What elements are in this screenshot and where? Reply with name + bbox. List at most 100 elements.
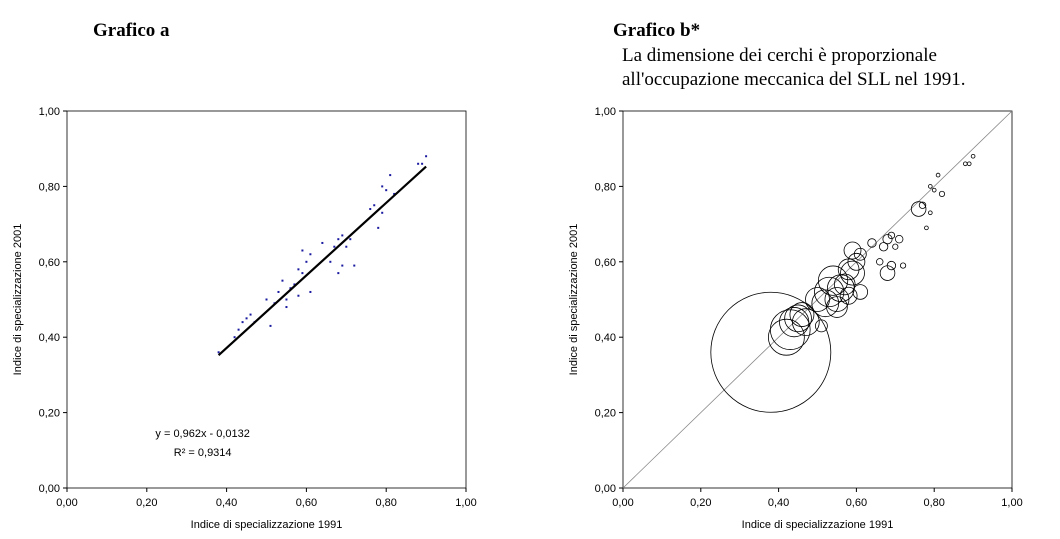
point (297, 294, 300, 297)
x-tick-label: 0,80 (923, 497, 944, 509)
point (421, 162, 424, 165)
bubble (817, 265, 849, 296)
y-axis-label: Indice di specializzazione 2001 (12, 224, 24, 376)
bubble (814, 319, 828, 333)
point (333, 245, 336, 248)
y-tick-label: 0,40 (595, 332, 616, 344)
point (341, 264, 344, 267)
point (237, 328, 240, 331)
plot-area (66, 110, 467, 489)
y-tick-label: 0,20 (595, 408, 616, 420)
bubble (826, 296, 848, 318)
diagonal-line (622, 110, 1013, 489)
point (329, 260, 332, 263)
bubble (767, 318, 805, 356)
bubble (918, 201, 927, 209)
bubble (887, 231, 896, 240)
point (285, 306, 288, 309)
x-tick-label: 0,20 (690, 497, 711, 509)
x-tick-label: 0,00 (56, 497, 77, 509)
point (249, 313, 252, 316)
point (289, 287, 292, 290)
bubble (853, 247, 867, 261)
chart-title: Grafico b* (613, 20, 700, 41)
plot-area (622, 110, 1013, 489)
point (373, 204, 376, 207)
bubble (924, 225, 929, 231)
point (297, 268, 300, 271)
bubble (847, 252, 866, 271)
y-tick-label: 0,00 (39, 483, 60, 495)
y-tick-label: 0,80 (595, 181, 616, 193)
x-tick-label: 0,60 (296, 497, 317, 509)
x-tick-label: 0,40 (768, 497, 789, 509)
y-tick-label: 1,00 (595, 106, 616, 118)
trend-r2: R² = 0,9314 (174, 447, 232, 459)
point (321, 241, 324, 244)
point (301, 249, 304, 252)
bubble (840, 260, 865, 286)
point (337, 272, 340, 275)
y-tick-label: 0,20 (39, 408, 60, 420)
point (349, 238, 352, 241)
point (337, 238, 340, 241)
y-tick-label: 0,00 (595, 483, 616, 495)
point (301, 272, 304, 275)
bubble (876, 258, 884, 266)
x-tick-label: 0,20 (136, 497, 157, 509)
point (277, 290, 280, 293)
point (417, 162, 420, 165)
bubble (779, 307, 810, 338)
bubble (886, 260, 897, 271)
bubble (928, 210, 933, 216)
point (369, 208, 372, 211)
bubble (839, 286, 858, 305)
bubble (928, 184, 933, 189)
point (293, 283, 296, 286)
x-tick-label: 1,00 (455, 497, 476, 509)
bubble (966, 161, 972, 167)
bubble (814, 276, 845, 308)
bubble (867, 238, 877, 248)
bubble (894, 234, 904, 244)
y-tick-label: 0,80 (39, 181, 60, 193)
point (217, 351, 220, 354)
point (285, 298, 288, 301)
point (309, 253, 312, 256)
point (345, 245, 348, 248)
point (377, 226, 380, 229)
point (241, 321, 244, 324)
x-tick-label: 0,40 (216, 497, 237, 509)
bubble (792, 308, 820, 336)
x-tick-label: 0,60 (846, 497, 867, 509)
trend-equation: y = 0,962x - 0,0132 (155, 428, 249, 440)
bubble (784, 304, 812, 333)
y-tick-label: 0,60 (39, 257, 60, 269)
point (389, 174, 392, 177)
x-tick-label: 1,00 (1001, 497, 1022, 509)
point (385, 189, 388, 192)
bubble (938, 190, 946, 198)
bubble (710, 291, 832, 413)
bubble (963, 161, 968, 167)
y-tick-label: 1,00 (39, 106, 60, 118)
chart-subtitle: all'occupazione meccanica del SLL nel 19… (622, 69, 966, 90)
point (425, 155, 428, 158)
bubble (910, 201, 927, 217)
point (245, 317, 248, 320)
bubble (789, 302, 815, 327)
x-axis-label: Indice di specializzazione 1991 (742, 519, 894, 531)
bubble (899, 262, 907, 269)
point (309, 290, 312, 293)
point (381, 185, 384, 188)
point (381, 211, 384, 214)
y-tick-label: 0,60 (595, 257, 616, 269)
bubble (843, 241, 862, 260)
bubble (878, 242, 889, 252)
point (393, 192, 396, 195)
x-tick-label: 0,80 (375, 497, 396, 509)
point (233, 336, 236, 339)
bubble (769, 309, 811, 350)
bubble (970, 153, 976, 159)
